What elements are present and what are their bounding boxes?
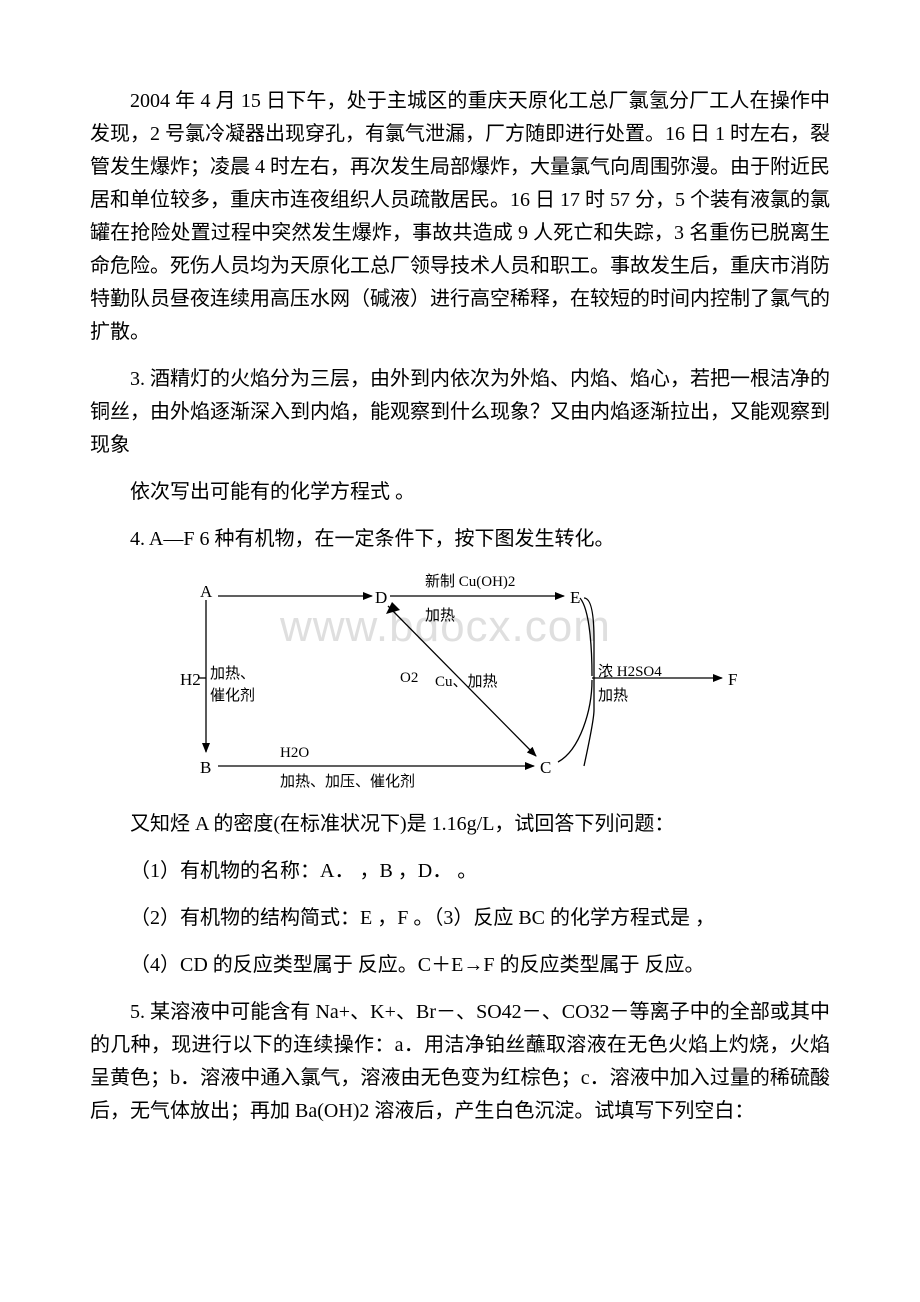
paragraph-q5: 5. 某溶液中可能含有 Na+、K+、Br－、SO42－、CO32－等离子中的全…	[90, 996, 830, 1128]
paragraph-incident: 2004 年 4 月 15 日下午，处于主城区的重庆天原化工总厂氯氢分厂工人在操…	[90, 85, 830, 349]
node-e: E	[570, 588, 580, 608]
edge-dc-o2: O2	[400, 670, 418, 687]
node-b: B	[200, 758, 211, 778]
reaction-diagram: www.bdocx.com A B D E C F	[180, 570, 740, 790]
node-c: C	[540, 758, 551, 778]
edge-bc-bot: 加热、加压、催化剂	[280, 770, 415, 791]
node-a: A	[200, 582, 212, 602]
edge-de-bot: 加热	[425, 604, 455, 625]
paragraph-q4-1: （1）有机物的名称：A． ，B ，D． 。	[90, 855, 830, 888]
edge-bc-top: H2O	[280, 745, 309, 762]
paragraph-q4-2-3: （2）有机物的结构简式：E ，F 。（3）反应 BC 的化学方程式是 ，	[90, 902, 830, 935]
edge-dc-cu: Cu、加热	[435, 670, 498, 691]
paragraph-q4: 4. A—F 6 种有机物，在一定条件下，按下图发生转化。	[90, 523, 830, 556]
edge-de-top: 新制 Cu(OH)2	[425, 570, 515, 591]
paragraph-q4-4: （4）CD 的反应类型属于 反应。C＋E→F 的反应类型属于 反应。	[90, 949, 830, 982]
edge-ab-2: 催化剂	[210, 684, 255, 705]
node-h2: H2	[180, 670, 201, 690]
paragraph-q3-sub: 依次写出可能有的化学方程式 。	[90, 476, 830, 509]
node-d: D	[375, 588, 387, 608]
edge-cef-bot: 加热	[598, 684, 628, 705]
paragraph-q4-density: 又知烃 A 的密度(在标准状况下)是 1.16g/L，试回答下列问题：	[90, 808, 830, 841]
edge-ab-1: 加热、	[210, 662, 255, 683]
paragraph-q3: 3. 酒精灯的火焰分为三层，由外到内依次为外焰、内焰、焰心，若把一根洁净的铜丝，…	[90, 363, 830, 462]
node-f: F	[728, 670, 737, 690]
edge-cef-top: 浓 H2SO4	[598, 660, 662, 681]
